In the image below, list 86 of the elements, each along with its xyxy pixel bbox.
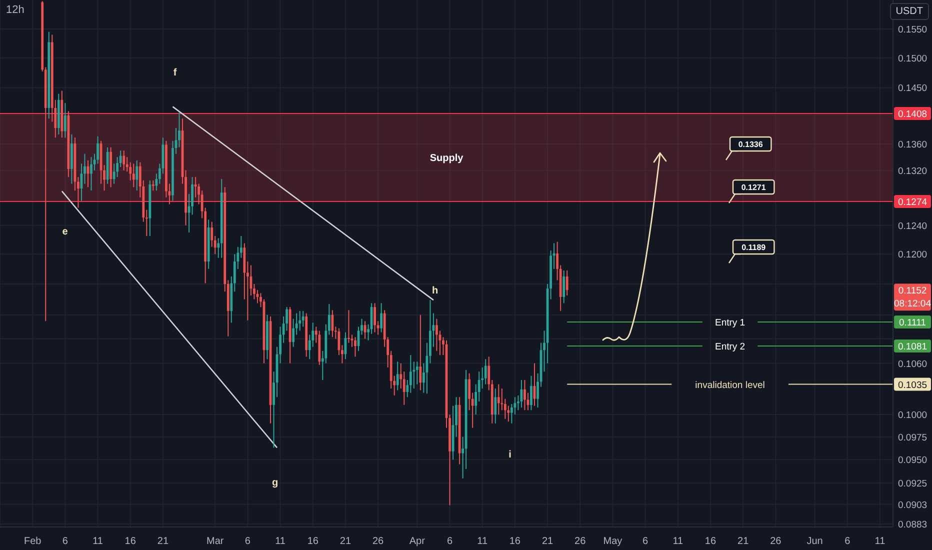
x-tick-label: May [603, 536, 622, 548]
x-tick-label: 11 [874, 536, 886, 548]
x-tick-label: 21 [157, 536, 169, 548]
candlestick [497, 384, 500, 416]
x-tick-label: 11 [92, 536, 104, 548]
candlestick [298, 310, 302, 332]
candlestick [566, 270, 568, 296]
ref-line-label: Entry 2 [714, 342, 746, 353]
annotation: 0.1189 [742, 243, 766, 252]
x-tick-label: 26 [372, 536, 384, 548]
annotation: g [272, 478, 278, 488]
candlestick [436, 318, 438, 352]
y-tick-label: 0.1240 [898, 220, 928, 232]
candlestick [562, 270, 566, 304]
y-tick-label: 0.1450 [898, 83, 928, 94]
y-tick-label: 0.0975 [898, 432, 928, 444]
x-tick-label: 16 [704, 536, 716, 548]
x-tick-label: 11 [672, 536, 684, 548]
annotation: f [173, 68, 178, 78]
x-tick-label: 21 [340, 536, 352, 548]
y-tick-label: 0.0903 [898, 500, 928, 511]
candlestick [530, 375, 532, 411]
x-tick-label: 16 [307, 536, 319, 548]
y-tick-label: 0.1152 [898, 286, 927, 297]
x-tick-label: 11 [477, 536, 488, 548]
x-tick-label: Feb [24, 536, 42, 548]
annotation: h [432, 286, 438, 296]
y-tick-label: 0.1111 [899, 317, 926, 328]
x-tick-label: 6 [642, 536, 649, 548]
candlestick [409, 354, 412, 394]
candlestick [419, 314, 422, 391]
y-tick-label: 0.1081 [898, 342, 928, 353]
candlestick [416, 361, 418, 385]
x-tick-label: 16 [124, 536, 136, 548]
candlestick [90, 156, 92, 192]
x-tick-label: 6 [244, 536, 251, 548]
x-tick-label: 26 [770, 536, 782, 548]
chart-title: 12h [6, 4, 24, 16]
y-tick-label: 0.1035 [898, 380, 928, 391]
candlestick [64, 102, 66, 138]
annotation: 0.1336 [738, 140, 764, 149]
x-tick-label: Jun [806, 536, 823, 548]
x-tick-label: 26 [574, 536, 586, 548]
ref-line-label: Entry 1 [714, 317, 746, 328]
candlestick [302, 310, 304, 328]
x-tick-label: 16 [509, 536, 521, 548]
x-tick-label: 6 [62, 536, 68, 548]
band-label: Supply [430, 153, 464, 164]
x-tick-label: 11 [275, 536, 286, 548]
x-tick-label: 21 [542, 536, 554, 548]
y-tick-label: 0.1320 [898, 166, 928, 177]
y-tick-label: 0.1500 [898, 53, 928, 64]
x-tick-label: 6 [844, 536, 851, 548]
candlestick [484, 358, 487, 385]
candlestick [122, 150, 126, 171]
candlestick [494, 388, 497, 424]
candlestick [354, 336, 356, 358]
y-tick-label: 0.0883 [898, 520, 928, 531]
candlestick [524, 380, 526, 411]
text: 08:12:04 [894, 298, 931, 310]
candlestick [331, 310, 334, 338]
annotation: e [62, 226, 68, 238]
y-tick-label: 0.1360 [898, 140, 928, 151]
candlestick [152, 180, 154, 192]
annotation: 0.1271 [741, 183, 766, 192]
y-axis-title: USDT [890, 3, 929, 20]
y-tick-label: 0.0950 [898, 455, 928, 466]
y-tick-label: 0.0925 [898, 478, 928, 490]
y-tick-label: 0.1274 [898, 197, 928, 208]
candlestick [380, 302, 383, 333]
y-tick-label: 0.1408 [898, 109, 928, 120]
annotation: i [508, 450, 512, 460]
ref-line-label: invalidation level [695, 380, 765, 391]
y-tick-label: 0.1550 [898, 24, 928, 36]
y-tick-label: 0.1200 [898, 250, 928, 261]
y-tick-label: 0.1060 [898, 358, 928, 370]
x-tick-label: 21 [738, 536, 750, 548]
candlestick [136, 160, 138, 192]
candlestick [374, 302, 376, 333]
y-tick-label: 0.1000 [898, 410, 928, 422]
x-tick-label: 6 [446, 536, 453, 548]
x-tick-label: Mar [206, 536, 224, 548]
candlestick [132, 163, 135, 188]
candlestick [396, 361, 399, 391]
candlestick [348, 310, 350, 344]
x-tick-label: Apr [409, 536, 426, 548]
